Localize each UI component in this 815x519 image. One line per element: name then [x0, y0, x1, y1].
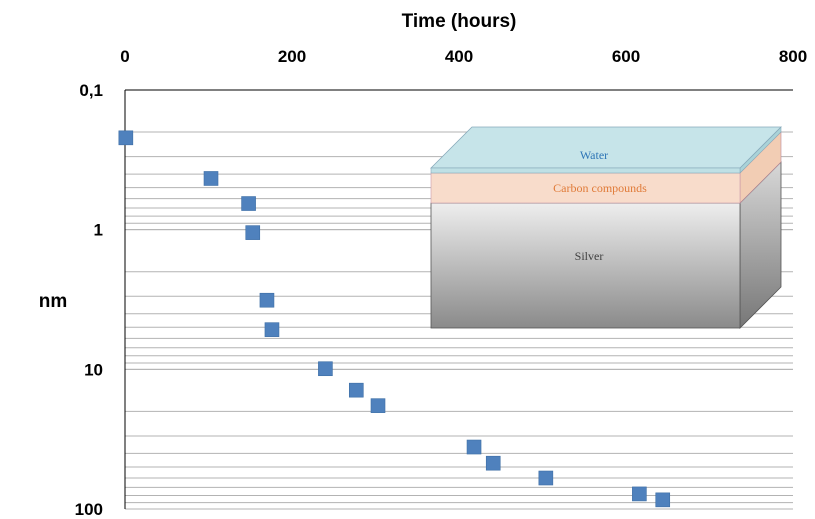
x-tick-label: 0 [120, 47, 129, 66]
x-tick-label: 200 [278, 47, 306, 66]
data-point [259, 292, 275, 308]
carbon-layer-front [430, 172, 741, 204]
y-tick-label: 100 [75, 500, 103, 519]
x-tick-label: 800 [779, 47, 807, 66]
data-point [632, 486, 647, 502]
layer-stack-inset: Water Carbon compounds Silver [430, 126, 782, 329]
data-point [370, 398, 386, 413]
data-point [655, 492, 671, 508]
y-tick-label: 1 [94, 221, 103, 240]
data-point [241, 196, 256, 211]
silver-layer-front [430, 202, 741, 329]
data-point [466, 439, 482, 455]
data-point [264, 322, 280, 337]
data-point [485, 455, 501, 471]
data-point [348, 382, 364, 398]
y-tick-label: 0,1 [79, 81, 103, 100]
data-point [538, 470, 554, 486]
x-axis-title: Time (hours) [402, 11, 517, 32]
y-axis-title: nm [39, 291, 68, 312]
carbon-compounds-label: Carbon compounds [553, 181, 647, 195]
x-tick-labels: 0 200 400 600 800 [120, 47, 807, 66]
y-tick-label: 10 [84, 360, 103, 379]
x-tick-label: 400 [445, 47, 473, 66]
x-tick-label: 600 [612, 47, 640, 66]
data-points [118, 130, 671, 508]
y-tick-labels: 0,1 1 10 100 [75, 81, 103, 519]
water-layer-front [430, 167, 741, 174]
data-point [203, 171, 219, 186]
water-label: Water [580, 148, 608, 162]
data-point [245, 225, 261, 240]
data-point [318, 361, 333, 377]
silver-label: Silver [575, 249, 604, 263]
data-point [118, 130, 134, 146]
